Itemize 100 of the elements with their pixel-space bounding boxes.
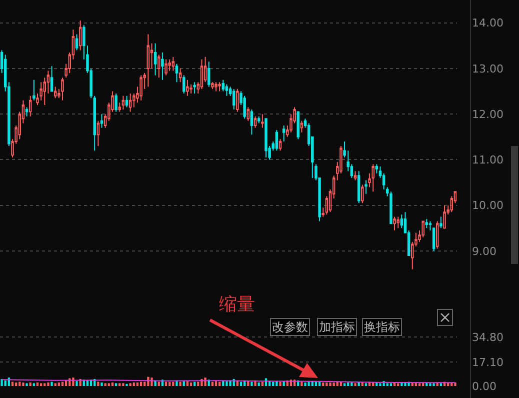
bar: [418, 383, 421, 386]
candlestick: [200, 58, 204, 90]
bar: [429, 383, 432, 386]
candlestick: [75, 34, 78, 51]
candlestick: [182, 74, 186, 94]
candlestick: [436, 220, 439, 250]
candlestick: [190, 84, 192, 94]
candlestick: [300, 120, 304, 133]
candlestick: [175, 63, 178, 83]
y-tick-label: 14.00: [472, 16, 504, 30]
bar: [136, 382, 139, 386]
bar: [32, 383, 35, 386]
candlestick: [440, 216, 442, 229]
bar: [58, 382, 60, 386]
bar: [22, 382, 24, 386]
candlestick: [354, 170, 357, 181]
bar: [86, 380, 89, 386]
candlestick: [178, 68, 182, 83]
candlestick: [25, 106, 28, 117]
candlestick: [364, 180, 368, 194]
bar: [129, 383, 132, 386]
y-tick-label: 9.00: [472, 244, 496, 258]
bar: [397, 383, 400, 386]
bar: [390, 383, 392, 386]
y-tick-label: 10.00: [472, 199, 504, 212]
y-tick-label: 34.80: [472, 330, 504, 344]
candlestick: [78, 20, 82, 51]
candlestick: [172, 56, 175, 72]
annotation: 换指标: [364, 320, 400, 334]
candlestick: [186, 79, 189, 96]
bar: [226, 381, 228, 386]
y-tick-label: 17.10: [472, 356, 504, 369]
candlestick: [278, 138, 282, 152]
bar: [29, 382, 32, 386]
bar: [300, 382, 303, 386]
candlestick: [232, 88, 236, 110]
bar: [379, 383, 382, 386]
bar: [432, 383, 435, 386]
candlestick: [428, 220, 432, 231]
candlestick: [168, 58, 171, 72]
annotation: 缩量: [219, 294, 255, 315]
candlestick: [158, 54, 160, 78]
bar: [100, 382, 103, 386]
bar: [0, 378, 3, 386]
bar: [364, 383, 368, 386]
bar: [326, 382, 328, 386]
candlestick: [422, 220, 424, 238]
candlestick: [96, 120, 100, 147]
bar: [222, 381, 224, 386]
candlestick: [28, 95, 32, 117]
candlestick: [40, 82, 42, 101]
bar: [50, 382, 53, 386]
candlestick: [257, 116, 260, 124]
candlestick: [164, 58, 168, 76]
bar: [361, 382, 364, 386]
bar: [26, 383, 28, 386]
candlestick: [222, 79, 225, 92]
bar: [97, 382, 100, 386]
candlestick: [207, 61, 210, 88]
candlestick: [254, 116, 257, 128]
bar: [332, 382, 335, 386]
candlestick: [425, 218, 428, 229]
candlestick: [140, 74, 142, 101]
candlestick: [50, 66, 54, 92]
bar: [114, 383, 118, 386]
bar: [258, 382, 260, 386]
candlestick: [282, 124, 286, 142]
candlestick: [61, 77, 64, 101]
bar: [354, 383, 356, 386]
candlestick: [236, 88, 239, 112]
y-tick-label: 12.00: [472, 108, 504, 121]
bar: [4, 380, 6, 386]
bar: [104, 383, 106, 386]
bar: [40, 383, 42, 386]
candlestick: [375, 164, 378, 174]
annotation: 改参数: [272, 320, 308, 334]
bar: [214, 381, 218, 386]
bar: [343, 383, 346, 386]
candlestick: [400, 214, 404, 229]
candlestick: [54, 86, 57, 99]
bar: [329, 382, 332, 386]
bar: [350, 382, 353, 386]
bar: [386, 383, 388, 386]
candlestick: [261, 114, 264, 128]
bar: [122, 383, 124, 386]
candlestick: [122, 95, 125, 110]
candlestick: [193, 82, 196, 94]
candlestick: [296, 111, 300, 140]
candlestick: [214, 82, 218, 92]
candlestick: [390, 191, 392, 224]
candlestick: [211, 82, 214, 90]
annotation: 加指标: [319, 320, 355, 334]
bar: [36, 382, 39, 386]
bar: [250, 382, 253, 386]
bar: [179, 382, 182, 386]
bar: [190, 382, 192, 386]
candlestick: [100, 114, 104, 128]
bar: [54, 383, 56, 386]
bar: [358, 382, 360, 386]
bar: [47, 382, 50, 386]
